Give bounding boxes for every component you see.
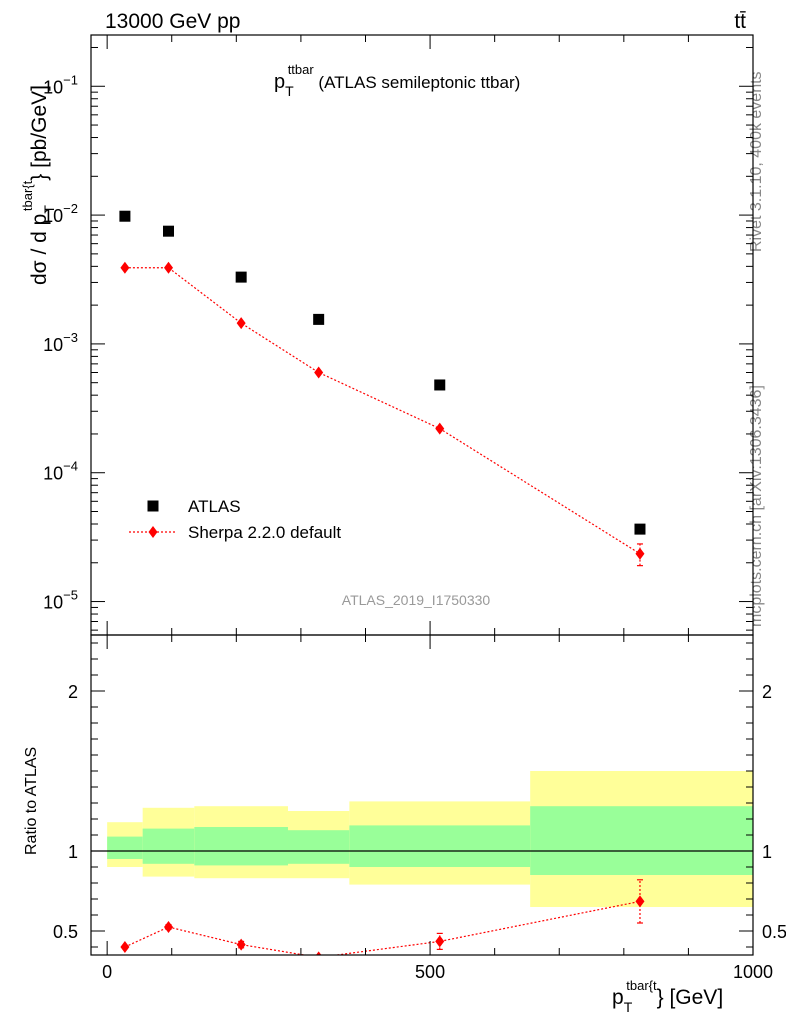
ratio-band-green — [530, 806, 753, 875]
main-series-layer — [119, 210, 646, 567]
ratio-sherpa-point — [635, 895, 645, 908]
y-tick-exponent: −1 — [63, 72, 78, 87]
legend: ATLAS Sherpa 2.2.0 default — [129, 497, 341, 542]
energy-label: 13000 GeV pp — [105, 10, 240, 33]
sherpa-line — [124, 267, 641, 555]
y-tick-label: 10−3 — [43, 330, 78, 355]
y-tick-base: 10 — [43, 335, 63, 355]
atlas-point — [434, 379, 446, 391]
main-plot-title: pTttbar (ATLAS semileptonic ttbar) — [274, 62, 520, 99]
x-axis-label: pTtbar{t} [GeV] — [612, 978, 723, 1015]
ratio-sherpa-point — [120, 941, 130, 953]
sherpa-point — [635, 547, 645, 560]
y-tick-label: 10−2 — [43, 201, 78, 226]
xlabel-sup: tbar{t — [626, 978, 657, 993]
title-sub: T — [285, 83, 294, 99]
title-sup: ttbar — [288, 62, 315, 77]
legend-atlas-marker — [147, 500, 159, 512]
ratio-y-tick-label-right: 1 — [762, 842, 772, 862]
xlabel-main: p — [612, 986, 624, 1009]
sherpa-point — [236, 317, 246, 330]
ratio-sherpa-point — [236, 938, 246, 951]
ratio-band-green — [349, 825, 531, 867]
ratio-sherpa-line — [124, 900, 641, 955]
y-tick-label: 10−1 — [43, 72, 78, 97]
main-panel-frame — [90, 34, 754, 636]
y-tick-label: 10−5 — [43, 588, 78, 613]
ylabel-prefix: dσ / d p — [28, 214, 51, 285]
title-main: p — [274, 71, 285, 93]
ylabel-sup: tbar{t — [20, 180, 35, 211]
y-tick-exponent: −3 — [63, 330, 78, 345]
x-tick-label: 500 — [415, 962, 445, 982]
main-y-axis-label: dσ / d pTtbar{t} [pb/GeV] — [20, 85, 57, 285]
rivet-info-label: Rivet 3.1.10, 400k events — [748, 71, 765, 252]
legend-sherpa-label: Sherpa 2.2.0 default — [188, 523, 341, 542]
atlas-point — [119, 210, 131, 222]
y-tick-base: 10 — [43, 593, 63, 613]
ratio-y-tick-label: 0.5 — [53, 922, 78, 942]
ratio-y-tick-label-right: 0.5 — [762, 922, 786, 942]
y-tick-label: 10−4 — [43, 459, 78, 484]
sherpa-point — [120, 261, 130, 274]
legend-sherpa-marker — [148, 526, 158, 538]
ratio-uncertainty-bands — [91, 771, 753, 907]
ratio-y-tick-label: 1 — [68, 842, 78, 862]
xlabel-sub: T — [624, 999, 633, 1015]
ratio-panel-frame — [90, 634, 754, 956]
xlabel-suffix: } [GeV] — [657, 986, 724, 1009]
ratio-series-layer — [120, 879, 645, 955]
sherpa-point — [435, 422, 445, 435]
ratio-y-axis-label: Ratio to ATLAS — [23, 747, 40, 855]
ratio-band-green — [287, 830, 350, 864]
atlas-point — [163, 225, 175, 237]
y-tick-base: 10 — [43, 464, 63, 484]
legend-atlas-label: ATLAS — [188, 497, 241, 516]
sherpa-point — [314, 366, 324, 379]
ratio-sherpa-point — [315, 951, 322, 955]
atlas-point — [634, 523, 646, 535]
x-tick-label: 0 — [102, 962, 112, 982]
ratio-band-green — [142, 828, 195, 864]
ratio-sherpa-point — [164, 921, 174, 933]
ylabel-suffix: } [pb/GeV] — [28, 85, 51, 181]
y-tick-exponent: −5 — [63, 588, 78, 603]
sherpa-point — [164, 261, 174, 274]
ratio-band-green — [194, 827, 288, 866]
y-tick-exponent: −4 — [63, 459, 78, 474]
atlas-point — [313, 313, 325, 325]
ratio-band-green — [107, 836, 143, 859]
y-tick-base: 10 — [43, 206, 63, 226]
atlas-point — [235, 271, 247, 283]
source-info-label: mcplots.cern.ch [arXiv:1306.3436] — [748, 385, 765, 627]
process-label: tt̄ — [734, 10, 746, 33]
ratio-y-tick-label-right: 2 — [762, 682, 772, 702]
x-tick-label: 1000 — [733, 962, 773, 982]
y-tick-base: 10 — [43, 77, 63, 97]
ratio-sherpa-point — [435, 935, 445, 948]
y-tick-exponent: −2 — [63, 201, 78, 216]
analysis-label: ATLAS_2019_I1750330 — [342, 592, 491, 608]
title-rest: (ATLAS semileptonic ttbar) — [314, 73, 521, 92]
ylabel-sub: T — [41, 205, 57, 214]
ratio-y-tick-label: 2 — [68, 682, 78, 702]
